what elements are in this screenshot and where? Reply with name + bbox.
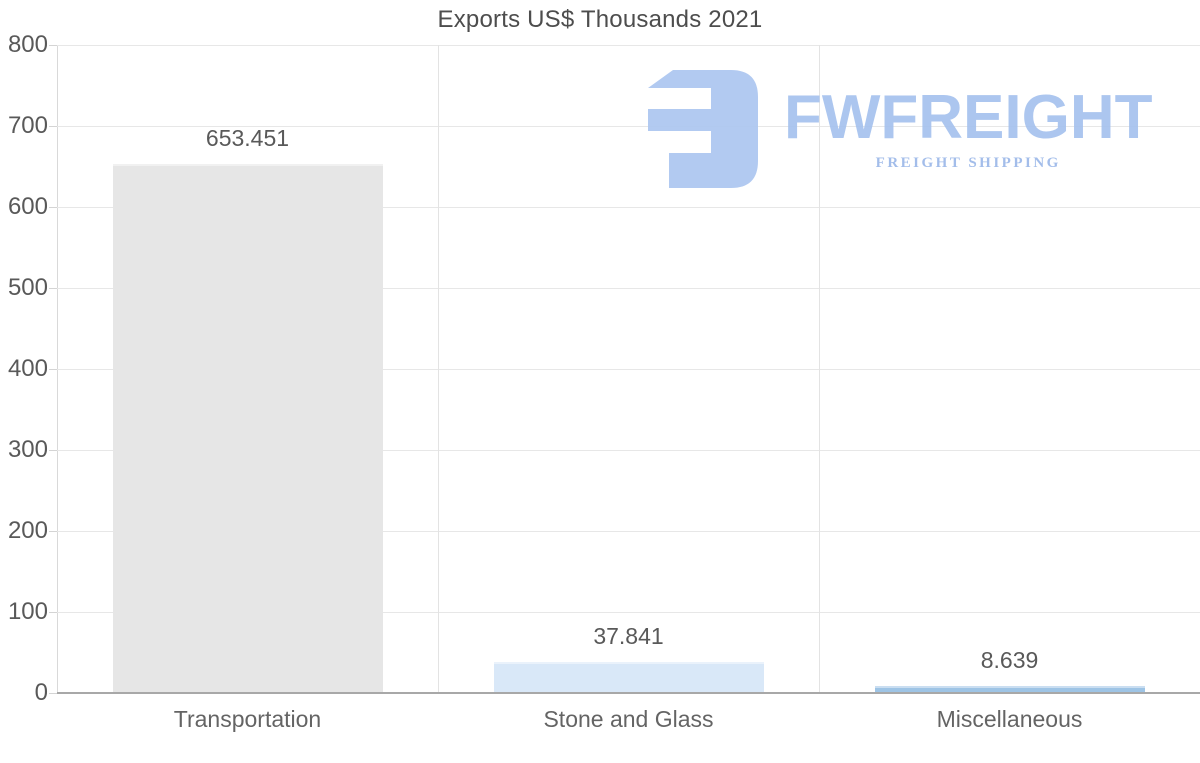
- gridline: [57, 449, 1200, 451]
- y-tick-label: 200: [7, 517, 48, 544]
- gridline: [57, 530, 1200, 532]
- logo-text-block: FWFREIGHT FREIGHT SHIPPING: [784, 82, 1153, 172]
- fwfreight-logo-icon: [648, 70, 758, 188]
- category-label: Miscellaneous: [936, 706, 1083, 732]
- bar-value-label: 8.639: [980, 647, 1039, 674]
- fwfreight-logo: FWFREIGHT FREIGHT SHIPPING: [648, 70, 1153, 188]
- category-separator: [438, 45, 439, 693]
- y-tick-mark: [49, 207, 57, 208]
- plot-area: 653.451 37.841 8.639: [57, 44, 1200, 694]
- y-tick-mark: [49, 126, 57, 127]
- bar: [493, 662, 764, 693]
- x-axis-line: [57, 692, 1200, 694]
- y-tick-label: 800: [7, 31, 48, 58]
- y-tick-label: 300: [7, 436, 48, 463]
- y-tick-label: 600: [7, 193, 48, 220]
- y-tick-mark: [49, 531, 57, 532]
- y-tick-mark: [49, 693, 57, 694]
- y-tick-label: 400: [7, 355, 48, 382]
- chart-title: Exports US$ Thousands 2021: [437, 6, 763, 33]
- bar-value-label: 37.841: [593, 623, 664, 650]
- category-separator: [819, 45, 820, 693]
- bar: [874, 686, 1145, 693]
- gridline: [57, 206, 1200, 208]
- y-tick-label: 700: [7, 112, 48, 139]
- gridline: [57, 287, 1200, 289]
- logo-tagline: FREIGHT SHIPPING: [875, 154, 1061, 171]
- y-tick-mark: [49, 369, 57, 370]
- y-tick-label: 0: [34, 679, 48, 706]
- logo-wordmark: FWFREIGHT: [784, 82, 1153, 152]
- y-tick-mark: [49, 450, 57, 451]
- y-tick-mark: [49, 45, 57, 46]
- y-tick-label: 100: [7, 598, 48, 625]
- gridline: [57, 44, 1200, 46]
- gridline: [57, 611, 1200, 613]
- category-label: Stone and Glass: [543, 706, 714, 732]
- y-tick-mark: [49, 612, 57, 613]
- y-tick-label: 500: [7, 274, 48, 301]
- gridline: [57, 368, 1200, 370]
- y-tick-mark: [49, 288, 57, 289]
- gridline: [57, 125, 1200, 127]
- bar-value-label: 653.451: [205, 124, 290, 151]
- bar: [112, 163, 383, 693]
- category-label: Transportation: [173, 706, 322, 732]
